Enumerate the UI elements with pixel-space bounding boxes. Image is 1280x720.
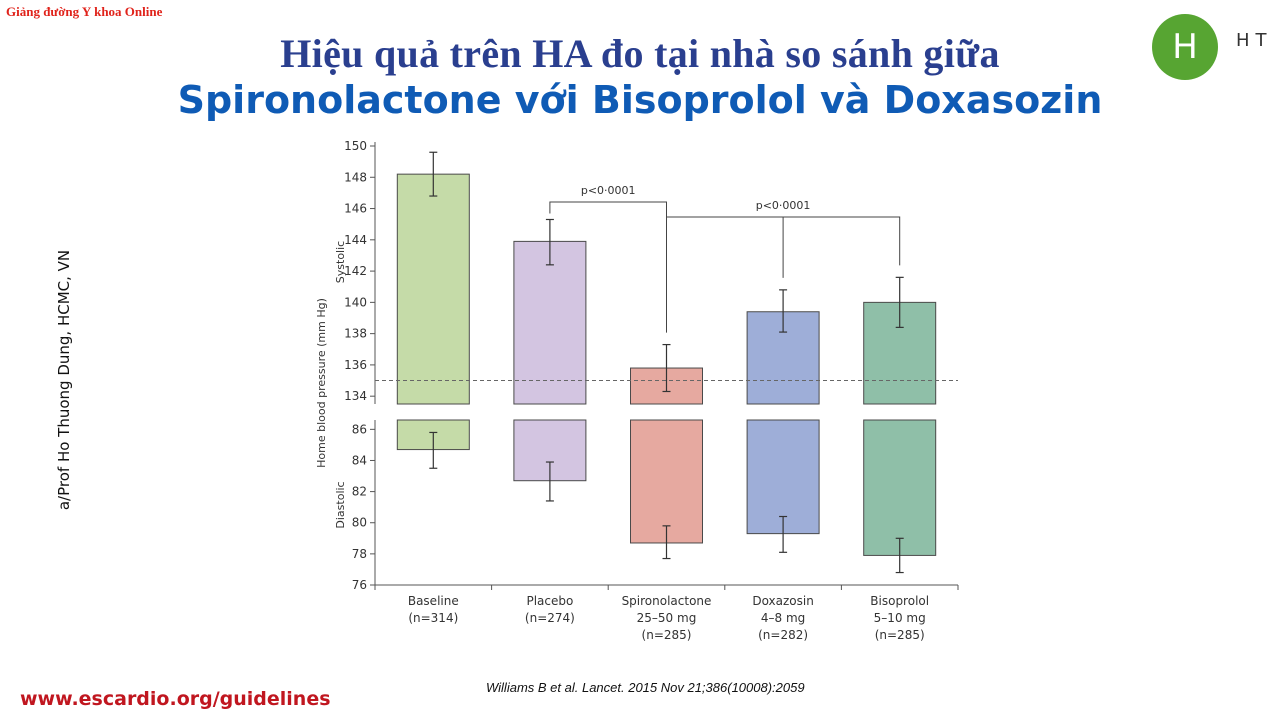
significance-label: p<0·0001 bbox=[756, 199, 811, 212]
y-tick-label-diastolic: 86 bbox=[352, 422, 367, 436]
y-tick-label-diastolic: 78 bbox=[352, 547, 367, 561]
significance-bracket bbox=[549, 201, 667, 215]
x-tick-label: 4–8 mg bbox=[761, 611, 805, 625]
y-tick-label-diastolic: 84 bbox=[352, 453, 367, 467]
y-tick-label-systolic: 134 bbox=[344, 389, 367, 403]
logo-letter: H bbox=[1172, 27, 1198, 67]
x-tick-label: (n=314) bbox=[408, 611, 458, 625]
bar-diastolic bbox=[746, 419, 820, 535]
significance-label: p<0·0001 bbox=[581, 184, 636, 197]
y-tick-label-systolic: 144 bbox=[344, 233, 367, 247]
website-link[interactable]: www.escardio.org/guidelines bbox=[20, 688, 331, 710]
slide-title-line2: Spironolactone với Bisoprolol và Doxasoz… bbox=[177, 78, 1103, 122]
y-tick-label-systolic: 150 bbox=[344, 139, 367, 153]
x-tick-label: (n=285) bbox=[642, 628, 692, 642]
logo-icon: H bbox=[1152, 14, 1218, 80]
brand-top: Giảng đường Y khoa Online bbox=[6, 4, 163, 19]
y-tick-label-systolic: 146 bbox=[344, 202, 367, 216]
panel-label-systolic: Systolic bbox=[334, 241, 347, 283]
significance-bracket bbox=[666, 216, 901, 266]
bar-systolic bbox=[513, 240, 587, 405]
x-tick-label: (n=282) bbox=[758, 628, 808, 642]
y-tick-label-systolic: 148 bbox=[344, 170, 367, 184]
y-tick-label-systolic: 138 bbox=[344, 327, 367, 341]
x-tick-label: 25–50 mg bbox=[637, 611, 697, 625]
x-tick-label: (n=285) bbox=[875, 628, 925, 642]
x-tick-label: Placebo bbox=[526, 594, 573, 608]
slide-title-line1: Hiệu quả trên HA đo tại nhà so sánh giữa bbox=[280, 31, 1000, 76]
x-tick-label: Spironolactone bbox=[622, 594, 712, 608]
logo-text: HT bbox=[1236, 30, 1273, 51]
citation: Williams B et al. Lancet. 2015 Nov 21;38… bbox=[486, 680, 805, 695]
y-tick-label-systolic: 142 bbox=[344, 264, 367, 278]
y-tick-label-diastolic: 80 bbox=[352, 516, 367, 530]
bar-systolic bbox=[396, 173, 470, 405]
bar-diastolic bbox=[630, 419, 703, 544]
x-tick-label: Bisoprolol bbox=[870, 594, 929, 608]
bar-systolic bbox=[863, 301, 937, 405]
x-tick-label: (n=274) bbox=[525, 611, 575, 625]
bar-diastolic bbox=[863, 419, 937, 556]
x-tick-label: Doxazosin bbox=[752, 594, 814, 608]
y-tick-label-diastolic: 82 bbox=[352, 485, 367, 499]
y-tick-label-systolic: 136 bbox=[344, 358, 367, 372]
y-tick-label-diastolic: 76 bbox=[352, 578, 367, 592]
y-tick-label-systolic: 140 bbox=[344, 295, 367, 309]
y-axis-label: Home blood pressure (mm Hg) bbox=[315, 298, 328, 468]
panel-label-diastolic: Diastolic bbox=[334, 481, 347, 528]
x-tick-label: Baseline bbox=[408, 594, 459, 608]
x-tick-label: 5–10 mg bbox=[874, 611, 926, 625]
